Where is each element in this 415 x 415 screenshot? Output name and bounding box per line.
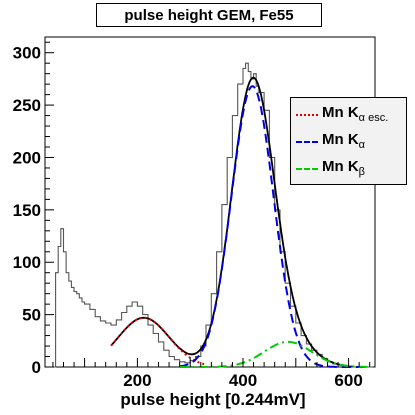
axes-layer: 200 400 600 0 50 100 150 200 250 300 <box>13 41 371 390</box>
y-tick-label: 0 <box>32 358 41 377</box>
histogram-layer <box>50 62 373 368</box>
fit-curve-2 <box>179 340 370 368</box>
x-axis-label: pulse height [0.244mV] <box>120 390 306 409</box>
y-tick-label: 300 <box>13 44 41 63</box>
chart-title: pulse height GEM, Fe55 <box>96 3 322 27</box>
legend-entry-kb: Mn Kβ <box>291 157 408 179</box>
legend-label-ka: Mn Kα <box>322 131 366 151</box>
legend-swatch-ka <box>296 141 318 143</box>
legend-swatch-ka-esc <box>296 114 318 116</box>
y-tick-label: 250 <box>13 96 41 115</box>
legend-label-ka-esc: Mn Kα esc. <box>322 104 389 124</box>
y-tick-label: 100 <box>13 253 41 272</box>
legend-swatch-kb <box>296 168 318 170</box>
y-tick-label: 150 <box>13 201 41 220</box>
y-tick-label: 50 <box>22 306 41 325</box>
x-tick-label: 400 <box>229 371 257 390</box>
x-tick-label: 200 <box>123 371 151 390</box>
fit-curve-1 <box>179 85 370 368</box>
plot-frame <box>44 36 376 368</box>
x-tick-label: 600 <box>334 371 362 390</box>
fit-curves-layer <box>110 76 370 368</box>
legend: Mn Kα esc. Mn Kα Mn Kβ <box>290 97 407 185</box>
legend-entry-ka-esc: Mn Kα esc. <box>291 103 408 125</box>
y-tick-label: 200 <box>13 148 41 167</box>
legend-entry-ka: Mn Kα <box>291 130 408 152</box>
legend-label-kb: Mn Kβ <box>322 158 365 178</box>
fit-curve-0 <box>110 316 207 366</box>
histogram-data <box>50 62 373 368</box>
